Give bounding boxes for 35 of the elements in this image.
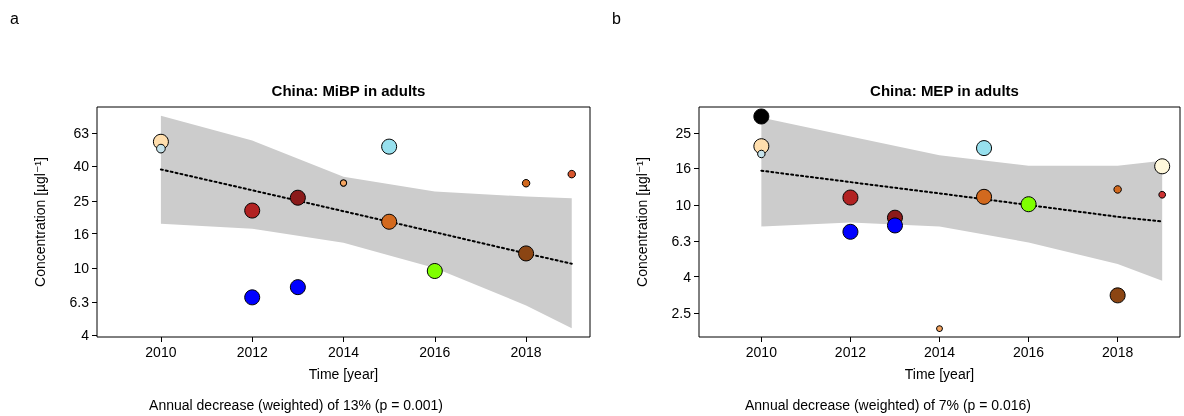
- y-tick-label: 6.3: [671, 233, 692, 250]
- x-tick-label: 2012: [834, 344, 867, 360]
- y-tick-label: 4: [81, 327, 90, 344]
- text: a: [10, 9, 19, 27]
- text: b: [612, 9, 621, 27]
- text: Annual decrease (weighted) of 7% (p = 0.016): [745, 397, 1032, 413]
- x-tick-label: 2016: [419, 344, 451, 360]
- x-tick-label: 2014: [327, 344, 360, 360]
- x-tick-label: 2012: [236, 344, 268, 360]
- x-tick-label: 2016: [1013, 344, 1045, 360]
- y-tick-label: 6.3: [69, 293, 90, 310]
- y-tick-label: 25: [675, 125, 692, 142]
- text: Annual decrease (weighted) of 13% (p = 0.001): [149, 397, 443, 413]
- chart-title: China: MEP in adults: [870, 82, 1019, 99]
- x-tick-label: 2018: [510, 344, 542, 360]
- y-tick-label: 16: [675, 160, 692, 177]
- line-series: [760, 169, 1164, 223]
- y-tick-label: 10: [73, 260, 90, 276]
- y-axis-title: Concentration [µgl⁻¹]: [32, 157, 48, 287]
- x-axis-title: Time [year]: [904, 366, 975, 382]
- y-tick-label: 63: [73, 125, 90, 142]
- x-tick-label: 2014: [923, 344, 956, 360]
- y-tick-label: 16: [73, 225, 90, 242]
- y-tick-label: 25: [73, 192, 90, 209]
- y-tick-label: 2.5: [671, 305, 692, 322]
- chart-title: China: MiBP in adults: [271, 82, 426, 99]
- y-axis-title: Concentration [µgl⁻¹]: [634, 157, 650, 287]
- y-tick-label: 40: [73, 158, 90, 175]
- y-tick-label: 10: [675, 197, 692, 213]
- y-tick-label: 4: [683, 268, 692, 285]
- x-tick-label: 2010: [745, 344, 778, 360]
- x-tick-label: 2010: [145, 344, 177, 360]
- line-series: [159, 168, 573, 265]
- x-axis-title: Time [year]: [308, 366, 379, 382]
- x-tick-label: 2018: [1102, 344, 1134, 360]
